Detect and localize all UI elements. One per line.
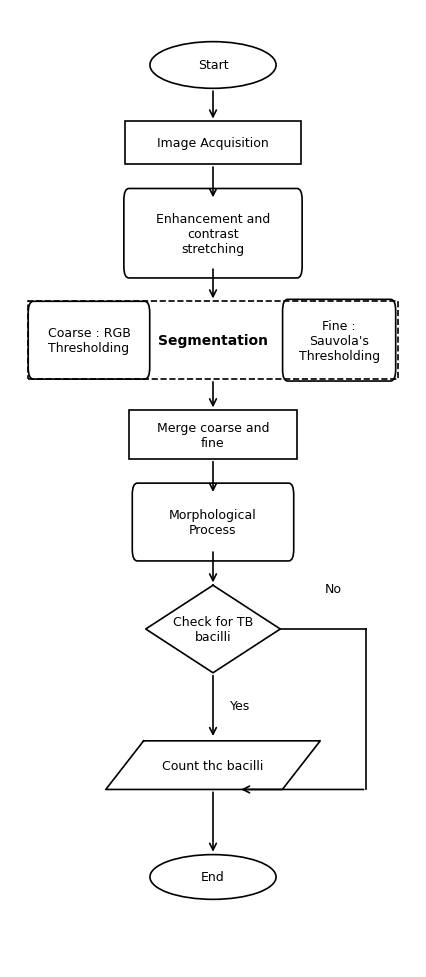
Text: Merge coarse and
fine: Merge coarse and fine (157, 421, 269, 449)
Text: Count thc bacilli: Count thc bacilli (162, 759, 264, 772)
Text: Morphological
Process: Morphological Process (169, 508, 257, 536)
Text: End: End (201, 871, 225, 883)
Text: Segmentation: Segmentation (158, 334, 268, 348)
Text: Start: Start (198, 60, 228, 72)
Text: Coarse : RGB
Thresholding: Coarse : RGB Thresholding (48, 327, 130, 355)
Text: Enhancement and
contrast
stretching: Enhancement and contrast stretching (156, 213, 270, 255)
Bar (28, 302, 398, 380)
Text: Check for TB
bacilli: Check for TB bacilli (173, 616, 253, 643)
Text: Fine :
Sauvola's
Thresholding: Fine : Sauvola's Thresholding (299, 319, 380, 362)
Text: Yes: Yes (230, 700, 250, 712)
Text: No: No (324, 582, 341, 595)
Text: Image Acquisition: Image Acquisition (157, 137, 269, 150)
